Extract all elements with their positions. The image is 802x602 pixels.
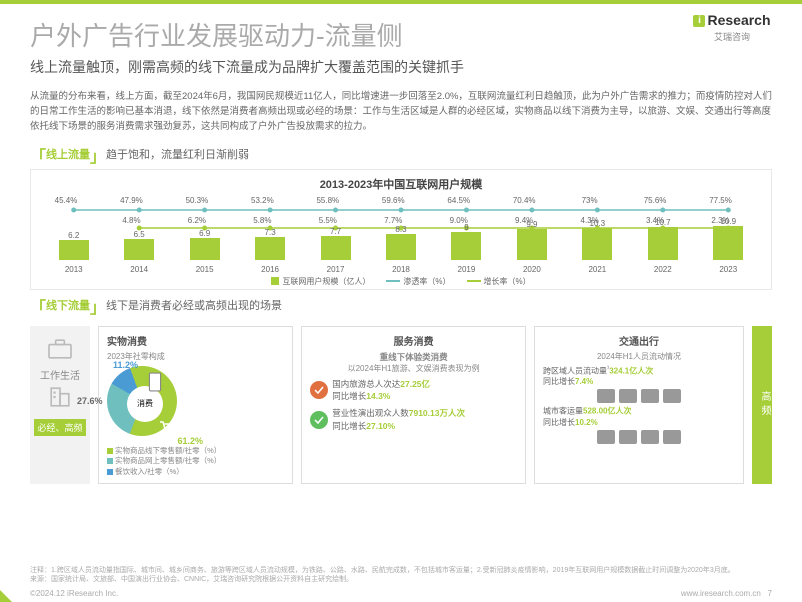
page-subtitle: 线上流量触顶，刚需高频的线下流量成为品牌扩大覆盖范围的关键抓手 (30, 57, 772, 77)
trans-box: 交通出行 2024年H1人员流动情况 跨区域人员流动量¹324.1亿人次同比增长… (534, 326, 744, 485)
page-num: 7 (768, 589, 772, 598)
bar-col: 10.3 (572, 219, 622, 260)
pie-pct-1: 27.6% (77, 396, 103, 406)
chart1-legend: 互联网用户规模（亿人）渗透率（%）增长率（%） (41, 276, 761, 287)
bar-col: 6.5 (114, 230, 164, 259)
life-badge: 必经、高频 (34, 419, 86, 436)
life-label: 工作生活 (34, 367, 86, 382)
brand-sub: 艾瑞咨询 (692, 30, 772, 43)
page-title: 户外广告行业发展驱动力-流量侧 (30, 16, 772, 53)
vehicle-icon (597, 430, 615, 444)
pie-box: 实物消费 2023年社零构成 消费 11.2% 27.6% 61.2% 实物商品… (98, 326, 293, 485)
vehicle-icon (663, 430, 681, 444)
vehicle-icon (619, 430, 637, 444)
building-icon (46, 386, 74, 408)
logo-icon: i (693, 15, 705, 27)
svc-sub: 重线下体验类消费 (310, 351, 517, 363)
freq-col: 高频 (752, 326, 772, 485)
svc-row: 营业性演出观众人数7910.13万人次同比增长27.10% (310, 407, 517, 433)
section1-tag: 「线上流量」趋于饱和，流量红利日渐削弱 (30, 143, 249, 167)
svc-note: 以2024年H1旅游、文娱消费表现为例 (310, 363, 517, 374)
footer: ©2024.12 iResearch Inc. www.iresearch.co… (30, 589, 772, 598)
pie-legend: 实物商品线下零售额/社零（%）实物商品网上零售额/社零（%）餐饮收入/社零（%） (107, 446, 284, 478)
logo: iResearch 艾瑞咨询 (692, 12, 772, 43)
brand-text: Research (707, 12, 770, 28)
copyright: ©2024.12 iResearch Inc. (30, 589, 118, 598)
bar-col: 6.2 (49, 231, 99, 259)
bar-col: 10.9 (703, 217, 753, 260)
svc-icon (310, 381, 328, 399)
vehicle-icon (641, 389, 659, 403)
section2-tag: 「线下流量」线下是消费者必经或高频出现的场景 (30, 294, 282, 318)
svc-icon (310, 411, 328, 429)
pie-pct-0: 61.2% (177, 436, 203, 446)
pie-title: 实物消费 (107, 333, 284, 348)
svc-title: 服务消费 (310, 333, 517, 348)
url: www.iresearch.com.cn (681, 589, 761, 598)
briefcase-icon (46, 338, 74, 360)
chart1-title: 2013-2023年中国互联网用户规模 (41, 176, 761, 192)
vehicle-icon (619, 389, 637, 403)
vehicle-icon (641, 430, 659, 444)
svc-row: 国内旅游总人次达27.25亿同比增长14.3% (310, 378, 517, 404)
vehicle-icon (597, 389, 615, 403)
bottom-row: 工作生活 必经、高频 实物消费 2023年社零构成 消费 11.2% 27.6%… (30, 326, 772, 485)
chart1: 2013-2023年中国互联网用户规模 45.4%47.9%50.3%53.2%… (30, 169, 772, 290)
bar-col: 10.7 (638, 218, 688, 260)
bar-col: 9.9 (507, 220, 557, 260)
transport-icons (543, 430, 735, 444)
bar-col: 6.9 (180, 229, 230, 259)
body-paragraph: 从流量的分布来看，线上方面，截至2024年6月，我国网民规模近11亿人，同比增速… (0, 81, 802, 139)
trans-sub: 2024年H1人员流动情况 (543, 351, 735, 362)
cart-icon (159, 420, 177, 434)
transport-icons (543, 389, 735, 403)
bar-col: 8.3 (376, 225, 426, 260)
bar-col: 7.3 (245, 228, 295, 260)
bar-col: 7.7 (311, 227, 361, 260)
trans-title: 交通出行 (543, 333, 735, 348)
corner-triangle (0, 590, 12, 602)
footnote: 注释：1.跨区域人员流动量指国际、城市间、城乡间商务、旅游等跨区域人员流动规模，… (30, 566, 772, 584)
svc-box: 服务消费 重线下体验类消费 以2024年H1旅游、文娱消费表现为例 国内旅游总人… (301, 326, 526, 485)
vehicle-icon (663, 389, 681, 403)
bar-col: 9 (441, 223, 491, 260)
phone-icon (147, 372, 163, 392)
pie-pct-2: 11.2% (113, 360, 138, 370)
